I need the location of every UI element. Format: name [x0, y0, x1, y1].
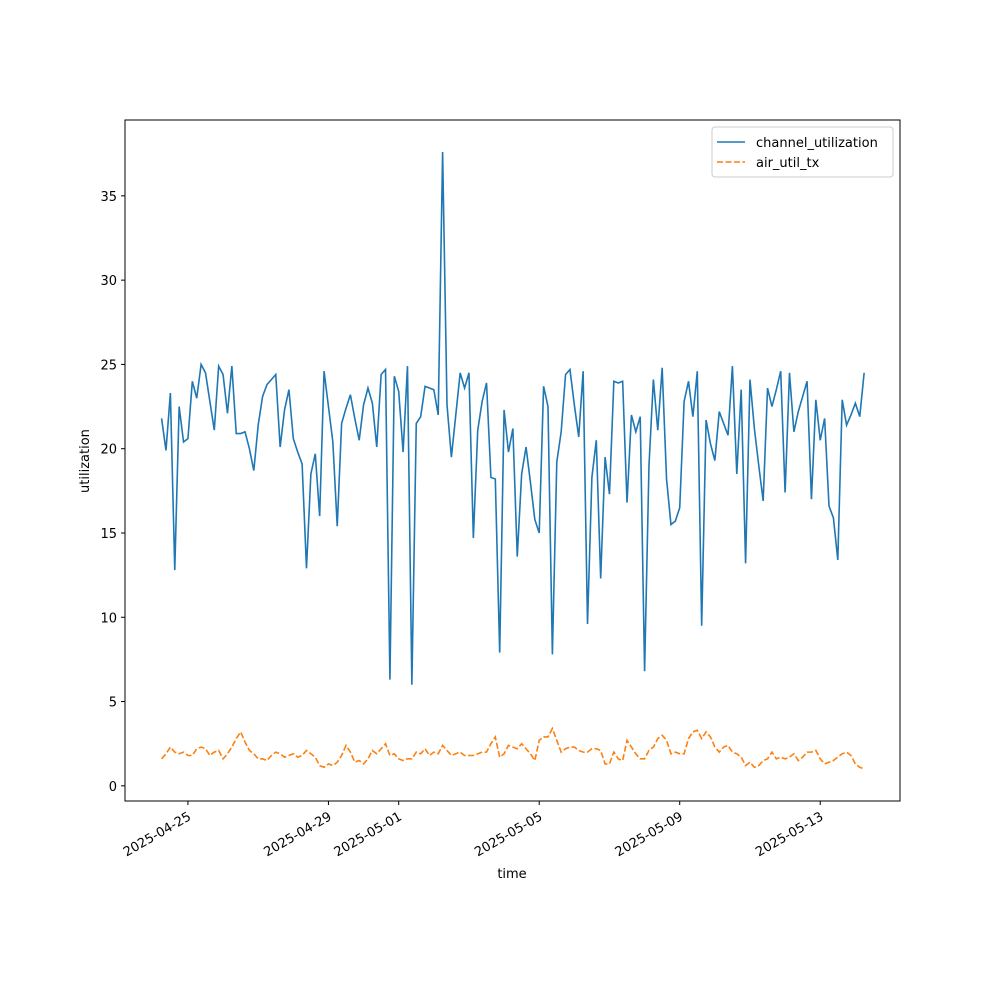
y-tick-label: 30 — [100, 274, 117, 289]
y-tick-label: 0 — [109, 780, 117, 795]
series-line — [160, 726, 865, 770]
legend-label: air_util_tx — [756, 156, 820, 171]
y-tick-label: 25 — [100, 358, 117, 373]
y-tick-label: 15 — [100, 527, 117, 542]
series-line — [160, 152, 865, 685]
x-tick-label: 2025-05-13 — [753, 809, 826, 860]
legend-label: channel_utilization — [756, 136, 878, 151]
axes-frame — [124, 119, 901, 802]
y-tick-label: 5 — [109, 696, 117, 711]
x-tick-label: 2025-05-05 — [472, 809, 545, 860]
x-tick-label: 2025-04-29 — [262, 809, 335, 860]
y-tick-label: 10 — [100, 611, 117, 626]
y-axis-label: utilization — [78, 429, 93, 493]
y-tick-label: 35 — [100, 190, 117, 205]
x-axis-label: time — [497, 867, 526, 882]
y-tick-label: 20 — [100, 443, 117, 458]
legend-box — [711, 126, 894, 178]
x-tick-label: 2025-05-09 — [613, 809, 686, 860]
x-tick-label: 2025-04-25 — [121, 809, 194, 860]
legend: channel_utilization air_util_tx — [711, 126, 894, 178]
x-tick-label: 2025-05-01 — [332, 809, 405, 860]
